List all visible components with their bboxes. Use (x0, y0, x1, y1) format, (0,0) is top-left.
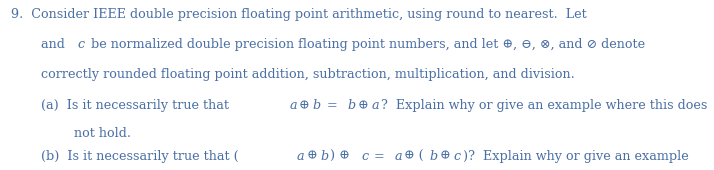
Text: ) ⊕: ) ⊕ (331, 150, 354, 163)
Text: b: b (430, 150, 438, 163)
Text: b: b (313, 99, 321, 112)
Text: )?  Explain why or give an example: )? Explain why or give an example (463, 150, 689, 163)
Text: 9.  Consider IEEE double precision floating point arithmetic, using round to nea: 9. Consider IEEE double precision floati… (11, 8, 591, 21)
Text: ⊕ (: ⊕ ( (404, 150, 424, 163)
Text: a: a (296, 150, 304, 163)
Text: =: = (371, 150, 389, 163)
Text: be normalized double precision floating point numbers, and let ⊕, ⊖, ⊗, and ⊘ de: be normalized double precision floating … (86, 38, 645, 51)
Text: b: b (320, 150, 328, 163)
Text: a: a (394, 150, 402, 163)
Text: not hold.: not hold. (74, 127, 131, 140)
Text: (b)  Is it necessarily true that (: (b) Is it necessarily true that ( (41, 150, 239, 163)
Text: c: c (454, 150, 461, 163)
Text: b: b (348, 99, 356, 112)
Text: ⊕: ⊕ (299, 99, 310, 112)
Text: ⊕: ⊕ (440, 150, 451, 163)
Text: ⊕: ⊕ (358, 99, 368, 112)
Text: c: c (77, 38, 84, 51)
Text: =: = (323, 99, 342, 112)
Text: a: a (289, 99, 297, 112)
Text: a: a (371, 99, 379, 112)
Text: ?  Explain why or give an example where this does: ? Explain why or give an example where t… (381, 99, 708, 112)
Text: and: and (41, 38, 69, 51)
Text: correctly rounded floating point addition, subtraction, multiplication, and divi: correctly rounded floating point additio… (41, 68, 575, 81)
Text: (a)  Is it necessarily true that: (a) Is it necessarily true that (41, 99, 233, 112)
Text: c: c (361, 150, 368, 163)
Text: ⊕: ⊕ (306, 150, 317, 163)
